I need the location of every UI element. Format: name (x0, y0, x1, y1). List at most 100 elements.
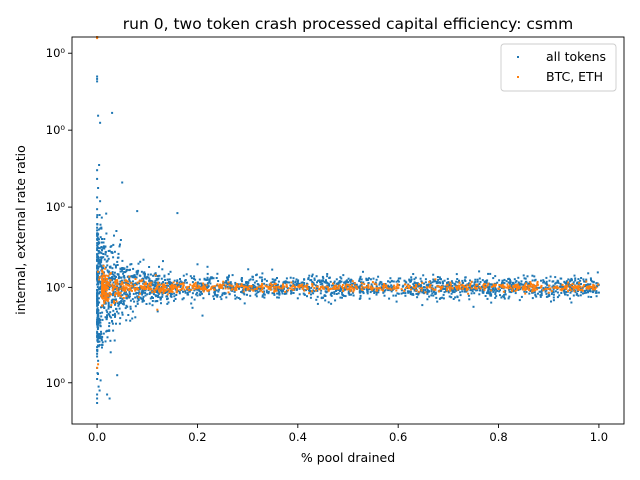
data-point (347, 291, 350, 293)
data-point (540, 279, 542, 282)
data-point (309, 296, 312, 299)
data-point (419, 277, 422, 280)
data-point (527, 282, 530, 285)
data-point (110, 301, 113, 304)
data-point (431, 287, 434, 290)
data-point (115, 307, 118, 310)
data-point (186, 291, 189, 294)
data-point (253, 281, 256, 284)
data-point (96, 348, 99, 351)
data-point (142, 297, 144, 300)
data-point (96, 293, 99, 296)
data-point (539, 290, 542, 293)
data-point (430, 294, 433, 297)
data-point (542, 289, 545, 292)
data-point (255, 280, 258, 283)
data-point (102, 267, 105, 270)
data-point (499, 294, 501, 297)
data-point (390, 279, 393, 282)
data-point (270, 285, 273, 288)
data-point (118, 303, 121, 306)
data-point (526, 275, 529, 278)
data-point (121, 268, 124, 271)
data-point (574, 291, 577, 294)
data-point (458, 299, 461, 302)
data-point (153, 289, 156, 292)
data-point (231, 285, 234, 288)
data-point (500, 296, 503, 299)
data-point (315, 285, 318, 288)
data-point (526, 285, 529, 288)
data-point (375, 289, 378, 292)
data-point (151, 284, 154, 287)
data-point (381, 288, 384, 291)
data-point (239, 283, 242, 286)
data-point (387, 289, 390, 292)
data-point (101, 292, 104, 295)
data-point (362, 286, 365, 289)
data-point (110, 306, 112, 309)
data-point (327, 301, 330, 304)
data-point (465, 289, 468, 292)
data-point (277, 292, 280, 295)
data-point (503, 297, 506, 300)
data-point (121, 297, 124, 300)
data-point (96, 80, 99, 83)
data-point (475, 289, 478, 292)
data-point (341, 293, 344, 296)
data-point (129, 305, 132, 308)
data-point (244, 289, 247, 292)
data-point (404, 288, 407, 291)
data-point (382, 285, 384, 288)
data-point (101, 346, 103, 349)
data-point (200, 290, 202, 293)
data-point (187, 285, 190, 288)
data-point (498, 279, 501, 282)
data-point (470, 287, 473, 290)
data-point (555, 287, 558, 290)
data-point (166, 298, 168, 301)
x-tick-label: 0.4 (289, 430, 307, 444)
data-point (109, 281, 112, 284)
data-point (413, 286, 416, 289)
data-point (126, 293, 129, 296)
data-point (96, 254, 99, 257)
data-point (375, 293, 378, 296)
data-point (594, 291, 597, 294)
data-point (122, 275, 125, 278)
data-point (227, 276, 229, 279)
data-point (100, 315, 103, 318)
data-point (101, 288, 104, 291)
data-point (141, 290, 144, 293)
data-point (379, 287, 381, 289)
data-point (531, 291, 534, 294)
data-point (286, 281, 289, 284)
data-point (295, 283, 298, 285)
data-point (150, 288, 153, 291)
data-point (359, 294, 362, 297)
data-point (103, 238, 106, 240)
data-point (101, 275, 104, 278)
data-point (128, 269, 131, 272)
data-point (395, 300, 398, 303)
data-point (148, 278, 151, 281)
data-point (173, 295, 176, 298)
data-point (450, 286, 453, 289)
data-point (286, 285, 288, 288)
data-point (122, 302, 125, 304)
data-point (158, 289, 161, 292)
data-point (139, 260, 142, 263)
data-point (199, 286, 202, 289)
data-point (308, 274, 311, 277)
data-point (154, 281, 157, 284)
data-point (208, 289, 211, 292)
data-point (446, 282, 449, 285)
data-point (392, 294, 395, 297)
data-point (137, 299, 140, 301)
data-point (560, 292, 563, 294)
data-point (557, 281, 560, 284)
data-point (387, 284, 390, 287)
data-point (262, 286, 264, 289)
data-point (111, 322, 114, 325)
data-point (351, 285, 354, 288)
